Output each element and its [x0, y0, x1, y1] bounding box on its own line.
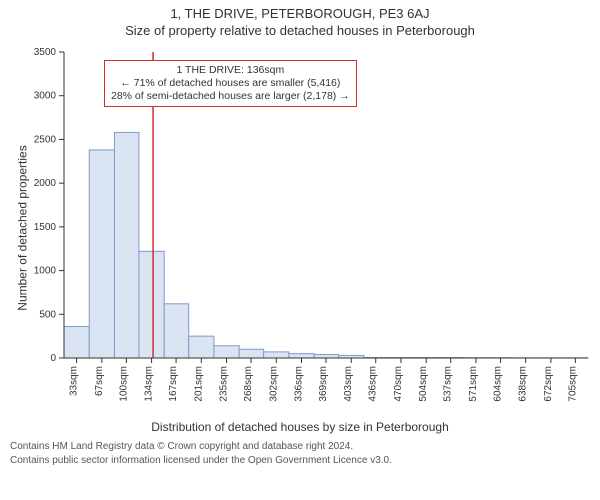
y-tick-label: 1500	[34, 222, 57, 233]
footer-line2: Contains public sector information licen…	[10, 454, 590, 468]
x-tick-label: 201sqm	[193, 366, 204, 402]
x-tick-label: 436sqm	[368, 366, 379, 402]
y-tick-label: 0	[50, 353, 56, 364]
histogram-bar	[314, 355, 338, 358]
histogram-bar	[214, 346, 239, 358]
x-tick-label: 167sqm	[168, 366, 179, 402]
histogram-bar	[139, 251, 164, 358]
y-tick-label: 3500	[34, 47, 57, 58]
chart-container: Number of detached properties 0 500 1000 15…	[0, 38, 600, 418]
footer: Contains HM Land Registry data © Crown c…	[0, 434, 600, 467]
x-tick-label: 100sqm	[118, 366, 129, 402]
y-tick-label: 500	[39, 309, 56, 320]
y-tick-label: 2500	[34, 134, 57, 145]
chart-subtitle: Size of property relative to detached ho…	[0, 23, 600, 38]
footer-line1: Contains HM Land Registry data © Crown c…	[10, 440, 590, 454]
x-tick-label: 33sqm	[69, 366, 80, 396]
y-tick-label: 1000	[34, 266, 57, 277]
x-tick-label: 504sqm	[418, 366, 429, 402]
histogram-bar	[289, 354, 314, 358]
histogram-bar	[164, 304, 188, 358]
histogram-bar	[64, 327, 89, 358]
histogram-bar	[189, 336, 214, 358]
x-tick-label: 571sqm	[468, 366, 479, 402]
y-axis-label: Number of detached properties	[16, 145, 30, 310]
x-tick-label: 604sqm	[492, 366, 503, 402]
chart-title: 1, THE DRIVE, PETERBOROUGH, PE3 6AJ	[0, 6, 600, 21]
histogram-bar	[264, 352, 289, 358]
y-tick-label: 2000	[34, 178, 57, 189]
annotation-line3: 28% of semi-detached houses are larger (…	[111, 90, 350, 103]
annotation-line2: ← 71% of detached houses are smaller (5,…	[111, 77, 350, 90]
x-tick-label: 705sqm	[567, 366, 578, 402]
y-tick-label: 3000	[34, 91, 57, 102]
x-tick-label: 369sqm	[318, 366, 329, 402]
x-tick-label: 470sqm	[393, 366, 404, 402]
x-tick-label: 537sqm	[443, 366, 454, 402]
x-tick-label: 672sqm	[543, 366, 554, 402]
x-axis-label: Distribution of detached houses by size …	[0, 420, 600, 434]
histogram-bar	[114, 132, 138, 358]
x-tick-label: 302sqm	[268, 366, 279, 402]
annotation-line1: 1 THE DRIVE: 136sqm	[111, 64, 350, 77]
x-tick-label: 638sqm	[518, 366, 529, 402]
x-tick-label: 336sqm	[294, 366, 305, 402]
histogram-bar	[89, 150, 114, 358]
x-tick-label: 403sqm	[343, 366, 354, 402]
x-tick-label: 134sqm	[144, 366, 155, 402]
annotation-box: 1 THE DRIVE: 136sqm ← 71% of detached ho…	[104, 60, 357, 107]
histogram-bar	[239, 349, 263, 358]
x-tick-label: 67sqm	[94, 366, 105, 396]
x-tick-label: 268sqm	[243, 366, 254, 402]
x-tick-label: 235sqm	[219, 366, 230, 402]
